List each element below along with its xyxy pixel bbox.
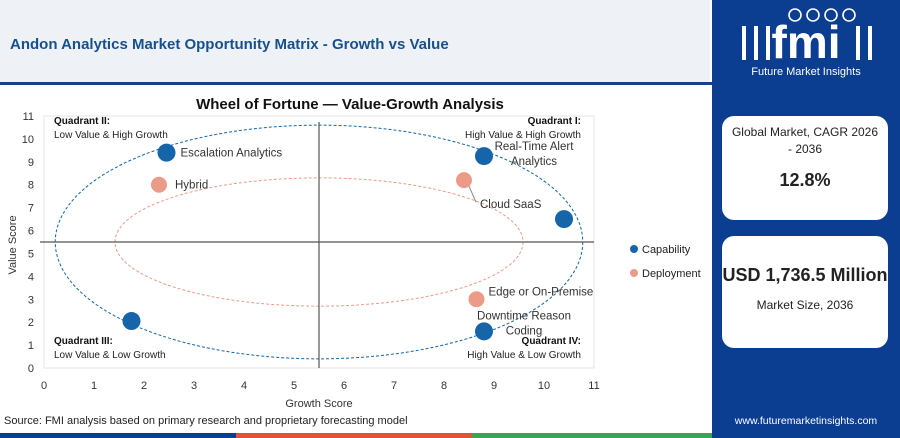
page-title: Andon Analytics Market Opportunity Matri… xyxy=(10,36,449,53)
y-tick-label: 10 xyxy=(22,134,34,146)
opportunity-matrix-chart: Wheel of Fortune — Value-Growth Analysis… xyxy=(7,96,701,410)
footer-stripe-2 xyxy=(236,433,472,438)
quadrant-description: High Value & High Growth xyxy=(465,130,581,141)
capability-point xyxy=(555,210,573,229)
point-label: Downtime Reason xyxy=(477,310,571,322)
point-label: Analytics xyxy=(511,156,557,168)
market-size-card: USD 1,736.5 Million Market Size, 2036 xyxy=(722,236,888,348)
capability-point xyxy=(157,143,176,162)
point-label: Coding xyxy=(506,325,542,337)
legend-label: Capability xyxy=(642,244,691,256)
y-axis-label: Value Score xyxy=(7,215,19,274)
cagr-value: 12.8% xyxy=(779,170,831,190)
capability-point xyxy=(475,147,493,166)
legend-label: Deployment xyxy=(642,268,701,280)
x-tick-label: 11 xyxy=(588,380,599,392)
x-tick-label: 1 xyxy=(91,380,97,392)
x-tick-label: 6 xyxy=(341,380,347,392)
x-tick-label: 3 xyxy=(191,380,197,392)
x-tick-label: 8 xyxy=(441,380,447,392)
logo-text: fmi xyxy=(772,16,841,68)
website-url[interactable]: www.futuremarketinsights.com xyxy=(734,415,878,427)
x-tick-label: 10 xyxy=(538,380,550,392)
cagr-label: Global Market, CAGR 2026 - 2036 xyxy=(731,125,879,156)
y-tick-label: 5 xyxy=(28,248,34,260)
point-label: Cloud SaaS xyxy=(480,199,542,211)
header-divider xyxy=(0,82,712,85)
source-note: Source: FMI analysis based on primary re… xyxy=(4,415,408,427)
y-tick-label: 1 xyxy=(28,340,34,352)
x-tick-label: 9 xyxy=(491,380,497,392)
point-label: Escalation Analytics xyxy=(181,148,283,160)
y-tick-label: 3 xyxy=(28,294,34,306)
quadrant-title: Quadrant I: xyxy=(528,116,581,127)
x-tick-label: 5 xyxy=(291,380,297,392)
y-tick-label: 11 xyxy=(23,111,34,123)
header-banner xyxy=(0,0,710,82)
quadrant-description: Low Value & High Growth xyxy=(54,130,168,141)
point-label: Hybrid xyxy=(175,180,208,192)
deployment-point xyxy=(468,291,485,308)
y-tick-label: 8 xyxy=(28,180,34,192)
point-label: Edge or On-Premise xyxy=(489,286,594,298)
footer-stripe-1 xyxy=(0,433,236,438)
brand-subtitle: Future Market Insights xyxy=(751,66,861,78)
footer-stripe-3 xyxy=(472,433,712,438)
y-tick-label: 4 xyxy=(28,271,34,283)
quadrant-description: High Value & Low Growth xyxy=(467,350,581,361)
x-tick-label: 0 xyxy=(41,380,47,392)
y-tick-label: 9 xyxy=(28,157,34,169)
x-tick-label: 4 xyxy=(241,380,247,392)
deployment-point xyxy=(456,172,472,189)
cagr-card: Global Market, CAGR 2026 - 2036 12.8% xyxy=(722,116,888,220)
label-leader-line xyxy=(468,185,477,203)
legend-marker xyxy=(630,245,638,253)
quadrant-title: Quadrant II: xyxy=(54,116,110,127)
quadrant-title: Quadrant IV: xyxy=(522,336,581,347)
capability-point xyxy=(475,322,493,341)
y-tick-label: 6 xyxy=(28,226,34,238)
capability-point xyxy=(122,312,141,331)
quadrant-description: Low Value & Low Growth xyxy=(54,350,166,361)
point-label: Real-Time Alert xyxy=(495,141,575,153)
x-tick-label: 2 xyxy=(141,380,147,392)
legend-marker xyxy=(630,269,638,277)
y-tick-label: 7 xyxy=(28,203,34,215)
x-tick-label: 7 xyxy=(391,380,397,392)
chart-title: Wheel of Fortune — Value-Growth Analysis xyxy=(196,96,504,113)
market-size-label: Market Size, 2036 xyxy=(756,298,854,312)
market-size-value: USD 1,736.5 Million xyxy=(722,265,888,285)
quadrant-title: Quadrant III: xyxy=(54,336,113,347)
deployment-point xyxy=(151,176,167,193)
y-tick-label: 2 xyxy=(28,317,34,329)
fmi-logo: fmi xyxy=(742,8,872,68)
x-axis-label: Growth Score xyxy=(285,398,352,410)
y-tick-label: 0 xyxy=(28,363,34,375)
